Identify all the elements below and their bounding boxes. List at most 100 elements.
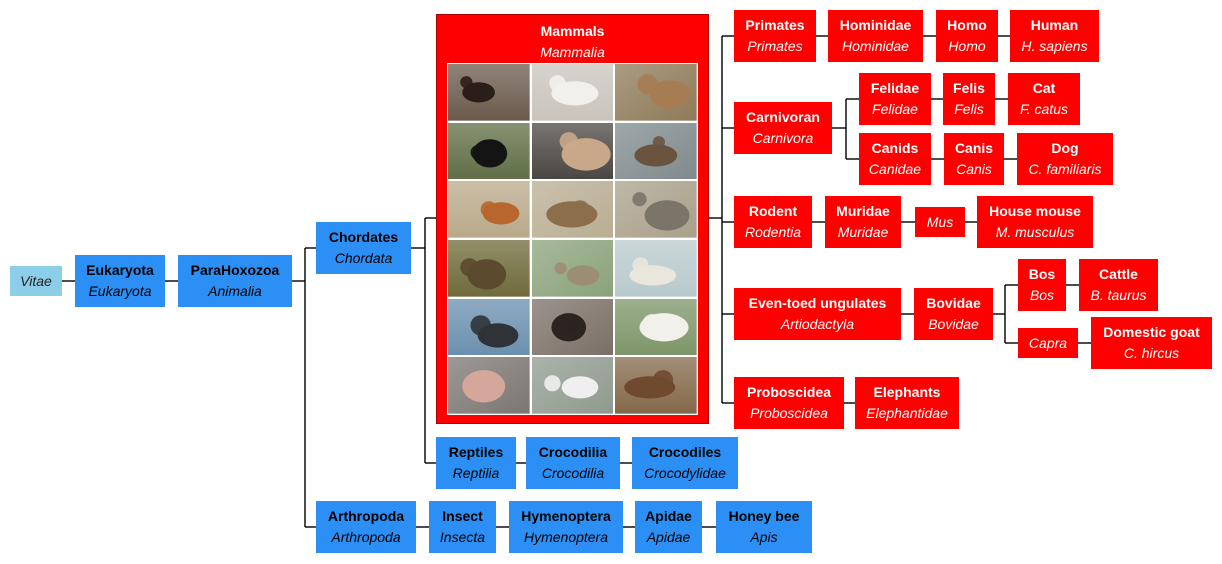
goat-common-name: Domestic goat bbox=[1103, 324, 1200, 340]
node-hominidae: Hominidae Hominidae bbox=[828, 10, 923, 62]
node-rodent: Rodent Rodentia bbox=[734, 196, 812, 248]
node-primates: Primates Primates bbox=[734, 10, 816, 62]
bos-scientific-name: Bos bbox=[1029, 287, 1055, 303]
capra-scientific-name: Capra bbox=[1028, 334, 1068, 351]
carnivoran-scientific-name: Carnivora bbox=[752, 130, 814, 146]
house-mouse-scientific-name: M. musculus bbox=[995, 224, 1075, 240]
crocodiles-common-name: Crocodiles bbox=[648, 444, 722, 460]
felidae-common-name: Felidae bbox=[870, 80, 920, 96]
arthropoda-common-name: Arthropoda bbox=[327, 508, 405, 524]
hymenoptera-common-name: Hymenoptera bbox=[521, 508, 611, 524]
bovidae-common-name: Bovidae bbox=[926, 295, 981, 311]
elephant-photo bbox=[615, 181, 697, 238]
node-cattle: Cattle B. taurus bbox=[1079, 259, 1158, 311]
crocodilia-scientific-name: Crocodilia bbox=[541, 465, 605, 481]
tasmanian-devil-photo bbox=[448, 122, 530, 180]
carnivoran-common-name: Carnivoran bbox=[746, 109, 820, 125]
reptiles-common-name: Reptiles bbox=[448, 444, 504, 460]
hymenoptera-scientific-name: Hymenoptera bbox=[523, 529, 609, 545]
zebra-photo bbox=[531, 357, 614, 414]
node-bos: Bos Bos bbox=[1018, 259, 1066, 311]
node-elephants: Elephants Elephantidae bbox=[855, 377, 959, 429]
node-felis: Felis Felis bbox=[943, 73, 995, 125]
felis-scientific-name: Felis bbox=[954, 101, 984, 117]
insect-scientific-name: Insecta bbox=[439, 529, 486, 545]
parahoxozoa-scientific-name: Animalia bbox=[208, 283, 262, 299]
insect-common-name: Insect bbox=[442, 508, 483, 524]
mammal-photo-grid bbox=[447, 63, 698, 415]
node-cat: Cat F. catus bbox=[1008, 73, 1080, 125]
proboscidea-scientific-name: Proboscidea bbox=[750, 405, 828, 421]
node-eukaryota: Eukaryota Eukaryota bbox=[75, 255, 165, 307]
apidae-scientific-name: Apidae bbox=[646, 529, 691, 545]
mammals-scientific-name: Mammalia bbox=[540, 44, 605, 60]
node-honey-bee: Honey bee Apis bbox=[716, 501, 812, 553]
naked-mole-rat-photo bbox=[448, 357, 530, 414]
node-bovidae: Bovidae Bovidae bbox=[914, 288, 993, 340]
chordates-scientific-name: Chordata bbox=[334, 250, 393, 266]
squirrel-photo bbox=[448, 181, 530, 238]
node-house-mouse: House mouse M. musculus bbox=[977, 196, 1093, 248]
dog-common-name: Dog bbox=[1051, 140, 1079, 156]
cat-common-name: Cat bbox=[1032, 80, 1056, 96]
node-proboscidea: Proboscidea Proboscidea bbox=[734, 377, 844, 429]
arthropoda-scientific-name: Arthropoda bbox=[331, 529, 401, 545]
eukaryota-common-name: Eukaryota bbox=[86, 262, 154, 278]
proboscidea-common-name: Proboscidea bbox=[746, 384, 832, 400]
node-crocodilia: Crocodilia Crocodilia bbox=[526, 437, 620, 489]
reptiles-scientific-name: Reptilia bbox=[452, 465, 500, 481]
parahoxozoa-common-name: ParaHoxozoa bbox=[190, 262, 280, 278]
platypus-photo bbox=[448, 240, 530, 297]
rodent-scientific-name: Rodentia bbox=[744, 224, 802, 240]
human-scientific-name: H. sapiens bbox=[1021, 38, 1088, 54]
sloth-photo bbox=[531, 240, 614, 297]
node-muridae: Muridae Muridae bbox=[825, 196, 901, 248]
mole-photo bbox=[531, 298, 614, 356]
rodent-common-name: Rodent bbox=[748, 203, 798, 219]
canids-scientific-name: Canidae bbox=[868, 161, 922, 177]
node-arthropoda: Arthropoda Arthropoda bbox=[316, 501, 416, 553]
primates-scientific-name: Primates bbox=[747, 38, 803, 54]
honey-bee-common-name: Honey bee bbox=[728, 508, 800, 524]
canids-common-name: Canids bbox=[871, 140, 919, 156]
elephants-common-name: Elephants bbox=[873, 384, 941, 400]
node-even-toed: Even-toed ungulates Artiodactyla bbox=[734, 288, 901, 340]
mus-scientific-name: Mus bbox=[926, 213, 954, 230]
homo-scientific-name: Homo bbox=[948, 38, 986, 54]
node-canis: Canis Canis bbox=[944, 133, 1004, 185]
opossum-photo bbox=[531, 64, 614, 121]
crocodiles-scientific-name: Crocodylidae bbox=[644, 465, 726, 481]
even-toed-common-name: Even-toed ungulates bbox=[748, 295, 887, 311]
human-common-name: Human bbox=[1030, 17, 1079, 33]
node-human: Human H. sapiens bbox=[1010, 10, 1099, 62]
node-mus: Mus bbox=[915, 207, 965, 237]
canis-common-name: Canis bbox=[954, 140, 994, 156]
bovidae-scientific-name: Bovidae bbox=[928, 316, 979, 332]
even-toed-scientific-name: Artiodactyla bbox=[780, 316, 855, 332]
mammals-common-name: Mammals bbox=[540, 23, 605, 39]
felis-common-name: Felis bbox=[953, 80, 985, 96]
hominidae-scientific-name: Hominidae bbox=[842, 38, 909, 54]
bat-photo bbox=[448, 64, 530, 121]
cattle-scientific-name: B. taurus bbox=[1090, 287, 1147, 303]
reindeer-photo bbox=[615, 240, 697, 297]
felidae-scientific-name: Felidae bbox=[872, 101, 918, 117]
node-crocodiles: Crocodiles Crocodylidae bbox=[632, 437, 738, 489]
node-felidae: Felidae Felidae bbox=[859, 73, 931, 125]
node-capra: Capra bbox=[1018, 328, 1078, 358]
whale-photo bbox=[448, 298, 530, 356]
hominidae-common-name: Hominidae bbox=[839, 17, 912, 33]
node-hymenoptera: Hymenoptera Hymenoptera bbox=[509, 501, 623, 553]
kangaroo-photo bbox=[615, 64, 697, 121]
people-photo bbox=[531, 122, 614, 180]
honey-bee-scientific-name: Apis bbox=[750, 529, 778, 545]
dog-scientific-name: C. familiaris bbox=[1028, 161, 1102, 177]
muridae-scientific-name: Muridae bbox=[837, 224, 889, 240]
node-chordates: Chordates Chordata bbox=[316, 222, 411, 274]
pangolin-photo bbox=[531, 181, 614, 238]
node-parahoxozoa: ParaHoxozoa Animalia bbox=[178, 255, 292, 307]
node-insect: Insect Insecta bbox=[429, 501, 496, 553]
muridae-common-name: Muridae bbox=[836, 203, 890, 219]
canis-scientific-name: Canis bbox=[956, 161, 992, 177]
